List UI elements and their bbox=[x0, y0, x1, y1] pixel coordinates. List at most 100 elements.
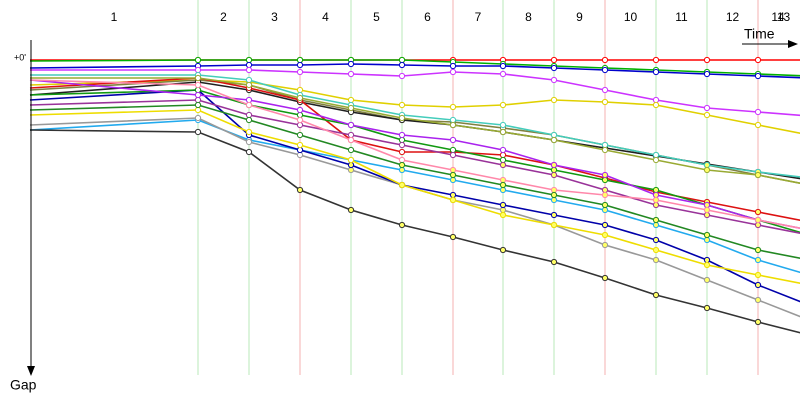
lap-point bbox=[550, 211, 558, 219]
lap-point bbox=[652, 236, 660, 244]
lap-point bbox=[398, 161, 406, 169]
lap-point bbox=[347, 70, 355, 78]
lap-point bbox=[194, 74, 202, 82]
lap-label: 4 bbox=[322, 10, 329, 24]
lap-point bbox=[754, 256, 762, 264]
lap-point bbox=[550, 171, 558, 179]
lap-point bbox=[754, 281, 762, 289]
lap-point bbox=[703, 161, 711, 169]
series-line bbox=[29, 104, 800, 260]
lap-point bbox=[449, 196, 457, 204]
lap-point bbox=[601, 98, 609, 106]
lap-point bbox=[499, 186, 507, 194]
lap-point bbox=[601, 66, 609, 74]
lap-point bbox=[398, 141, 406, 149]
lap-point bbox=[754, 72, 762, 80]
lap-point bbox=[550, 161, 558, 169]
series-line bbox=[29, 77, 800, 222]
lap-point bbox=[601, 176, 609, 184]
lap-point bbox=[296, 151, 304, 159]
lap-point bbox=[347, 60, 355, 68]
series-line bbox=[29, 117, 800, 318]
lap-point bbox=[499, 121, 507, 129]
lap-point bbox=[347, 166, 355, 174]
lap-point bbox=[347, 96, 355, 104]
series-line bbox=[29, 79, 800, 135]
series-line bbox=[29, 63, 800, 79]
lap-point bbox=[550, 64, 558, 72]
lap-point bbox=[703, 304, 711, 312]
lap-point bbox=[601, 56, 609, 64]
lap-point bbox=[194, 101, 202, 109]
lap-point bbox=[347, 131, 355, 139]
lap-point bbox=[245, 148, 253, 156]
lap-point bbox=[703, 276, 711, 284]
lap-point bbox=[550, 96, 558, 104]
lap-point bbox=[652, 68, 660, 76]
lap-point bbox=[601, 221, 609, 229]
lap-label: 3 bbox=[271, 10, 278, 24]
lap-point bbox=[499, 181, 507, 189]
lap-point bbox=[652, 196, 660, 204]
lap-point bbox=[194, 56, 202, 64]
lap-point bbox=[449, 171, 457, 179]
x-axis-arrow bbox=[788, 40, 798, 48]
lap-point bbox=[398, 61, 406, 69]
lap-point bbox=[652, 191, 660, 199]
lap-point bbox=[754, 296, 762, 304]
lap-point bbox=[652, 216, 660, 224]
series-line bbox=[29, 79, 800, 230]
lap-point bbox=[398, 136, 406, 144]
lap-point bbox=[601, 191, 609, 199]
lap-point bbox=[754, 221, 762, 229]
lap-label: 6 bbox=[424, 10, 431, 24]
series-group bbox=[29, 56, 800, 334]
lap-point bbox=[703, 104, 711, 112]
lap-point bbox=[245, 111, 253, 119]
lap-point bbox=[550, 221, 558, 229]
lap-point bbox=[754, 271, 762, 279]
lap-point bbox=[703, 111, 711, 119]
lap-point bbox=[601, 201, 609, 209]
lap-point bbox=[703, 70, 711, 78]
lap-point bbox=[703, 211, 711, 219]
lap-point bbox=[601, 146, 609, 154]
lap-point bbox=[245, 138, 253, 146]
lap-point bbox=[652, 221, 660, 229]
lap-point bbox=[398, 114, 406, 122]
lap-point bbox=[245, 116, 253, 124]
lap-point bbox=[703, 231, 711, 239]
lap-point bbox=[398, 148, 406, 156]
lap-point bbox=[499, 176, 507, 184]
lap-point bbox=[550, 56, 558, 64]
lap-point bbox=[754, 121, 762, 129]
lap-point bbox=[347, 104, 355, 112]
lap-point bbox=[499, 156, 507, 164]
lap-point bbox=[296, 141, 304, 149]
series-line bbox=[29, 129, 800, 334]
lap-point bbox=[703, 256, 711, 264]
lap-point bbox=[398, 221, 406, 229]
lap-point bbox=[245, 81, 253, 89]
lap-point bbox=[449, 191, 457, 199]
lap-point bbox=[194, 81, 202, 89]
lap-point bbox=[703, 166, 711, 174]
lap-point bbox=[296, 61, 304, 69]
lap-point bbox=[449, 68, 457, 76]
lap-point bbox=[499, 101, 507, 109]
lap-point bbox=[449, 166, 457, 174]
lap-point bbox=[296, 56, 304, 64]
lap-point bbox=[296, 86, 304, 94]
lap-point bbox=[601, 241, 609, 249]
lap-label: 1 bbox=[111, 10, 118, 24]
lap-point bbox=[652, 151, 660, 159]
lap-point bbox=[398, 166, 406, 174]
lap-point bbox=[652, 186, 660, 194]
lap-label: 14 bbox=[771, 10, 785, 24]
lap-point bbox=[652, 256, 660, 264]
lap-point bbox=[449, 233, 457, 241]
lap-point bbox=[499, 201, 507, 209]
lap-point bbox=[652, 56, 660, 64]
lap-point bbox=[347, 161, 355, 169]
